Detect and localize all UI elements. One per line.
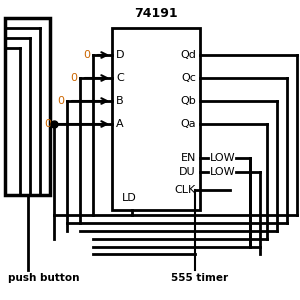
Text: CLK: CLK — [175, 185, 196, 195]
Text: 0: 0 — [44, 119, 51, 129]
Text: 74191: 74191 — [134, 7, 178, 20]
Text: Qa: Qa — [180, 119, 196, 129]
Text: B: B — [116, 96, 124, 106]
Text: 0: 0 — [70, 73, 77, 83]
Text: A: A — [116, 119, 124, 129]
Text: Qd: Qd — [180, 50, 196, 60]
Text: Qc: Qc — [181, 73, 196, 83]
Text: D: D — [116, 50, 124, 60]
Text: DU: DU — [179, 167, 196, 177]
Text: 555 timer: 555 timer — [171, 273, 229, 283]
Text: EN: EN — [181, 153, 196, 163]
Text: 0: 0 — [83, 50, 90, 60]
Text: LOW: LOW — [210, 167, 236, 177]
Text: Qb: Qb — [180, 96, 196, 106]
Text: C: C — [116, 73, 124, 83]
Text: LD: LD — [122, 193, 137, 203]
Text: push button: push button — [8, 273, 80, 283]
Bar — [5, 18, 50, 195]
Text: LOW: LOW — [210, 153, 236, 163]
Bar — [112, 28, 200, 210]
Text: 0: 0 — [57, 96, 64, 106]
